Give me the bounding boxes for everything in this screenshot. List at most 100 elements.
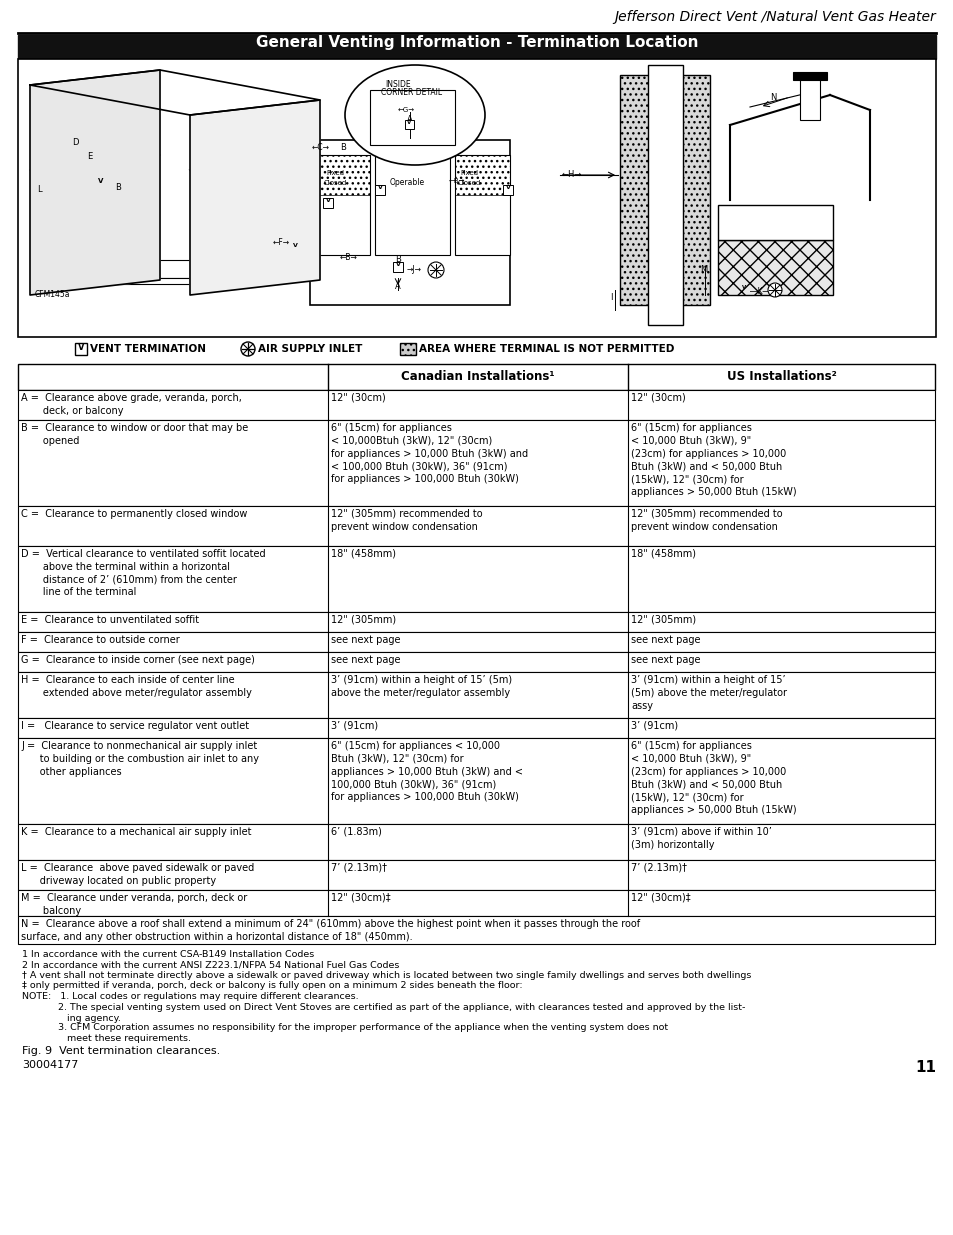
Bar [18,546,934,613]
Text: 18" (458mm): 18" (458mm) [331,550,395,559]
Text: 6" (15cm) for appliances < 10,000
Btuh (3kW), 12" (30cm) for
appliances > 10,000: 6" (15cm) for appliances < 10,000 Btuh (… [331,741,522,803]
Bar [18,59,935,337]
Text: 11: 11 [914,1060,935,1074]
Bar [375,156,450,254]
Text: Closed: Closed [324,180,347,186]
Text: D =  Vertical clearance to ventilated soffit located
       above the terminal w: D = Vertical clearance to ventilated sof… [21,550,265,598]
Text: E: E [87,152,92,161]
Text: see next page: see next page [630,635,700,645]
Bar [18,652,934,672]
Bar [290,243,299,253]
Bar [718,240,832,295]
Bar [18,364,934,390]
Text: V: V [377,185,382,190]
Bar [18,718,934,739]
Text: F =  Clearance to outside corner: F = Clearance to outside corner [21,635,179,645]
Text: N =  Clearance above a roof shall extend a minimum of 24" (610mm) above the high: N = Clearance above a roof shall extend … [21,919,639,942]
Text: V: V [395,262,400,267]
Text: I: I [609,293,612,303]
Text: L =  Clearance  above paved sidewalk or paved
      driveway located on public p: L = Clearance above paved sidewalk or pa… [21,863,254,885]
Text: B: B [115,183,121,191]
Text: 18" (458mm): 18" (458mm) [630,550,696,559]
Circle shape [767,283,781,296]
Text: N: N [769,93,776,103]
Text: Fixed: Fixed [459,170,477,177]
Bar [18,890,934,916]
Text: 12" (30cm)‡: 12" (30cm)‡ [331,893,390,903]
Text: J =  Clearance to nonmechanical air supply inlet
      to building or the combus: J = Clearance to nonmechanical air suppl… [21,741,258,777]
Text: C =  Clearance to permanently closed window: C = Clearance to permanently closed wind… [21,509,247,519]
Ellipse shape [345,65,484,165]
Bar [740,285,748,294]
Text: V: V [406,120,411,125]
Bar [95,178,107,190]
Text: 12" (30cm)‡: 12" (30cm)‡ [630,893,690,903]
Text: Operable: Operable [390,178,425,186]
Text: I =   Clearance to service regulator vent outlet: I = Clearance to service regulator vent … [21,721,249,731]
Text: 3’ (91cm): 3’ (91cm) [630,721,678,731]
Text: B: B [339,143,346,152]
Text: V: V [293,243,297,248]
Bar [323,198,333,207]
Bar [130,261,190,278]
Bar [502,185,513,195]
Text: see next page: see next page [331,635,400,645]
Bar [18,632,934,652]
Bar [18,824,934,860]
Text: 6" (15cm) for appliances
< 10,000Btuh (3kW), 12" (30cm)
for appliances > 10,000 : 6" (15cm) for appliances < 10,000Btuh (3… [331,424,528,484]
Text: ←C→: ←C→ [312,143,330,152]
Bar [18,672,934,718]
Text: 7’ (2.13m)†: 7’ (2.13m)† [630,863,686,873]
Text: E =  Clearance to unventilated soffit: E = Clearance to unventilated soffit [21,615,199,625]
Text: L: L [37,185,42,194]
Polygon shape [30,70,319,115]
Text: V: V [98,178,104,184]
Text: Canadian Installations¹: Canadian Installations¹ [401,370,554,384]
Bar [399,343,416,354]
Text: 6’ (1.83m): 6’ (1.83m) [331,827,381,837]
Text: 12" (305mm) recommended to
prevent window condensation: 12" (305mm) recommended to prevent windo… [630,509,781,532]
Bar [800,75,820,120]
Text: 7’ (2.13m)†: 7’ (2.13m)† [331,863,387,873]
Text: 3’ (91cm) above if within 10’
(3m) horizontally: 3’ (91cm) above if within 10’ (3m) horiz… [630,827,771,850]
Bar [314,156,370,195]
Text: ‡ only permitted if veranda, porch, deck or balcony is fully open on a minimum 2: ‡ only permitted if veranda, porch, deck… [22,982,522,990]
Text: A =  Clearance above grade, veranda, porch,
       deck, or balcony: A = Clearance above grade, veranda, porc… [21,393,242,416]
Bar [375,185,385,195]
Bar [405,120,414,128]
Bar [18,390,934,420]
Text: 12" (30cm): 12" (30cm) [630,393,685,403]
Text: V: V [77,343,84,352]
Text: 12" (305mm) recommended to
prevent window condensation: 12" (305mm) recommended to prevent windo… [331,509,482,532]
Text: ―K―: ―K― [749,287,769,296]
Text: see next page: see next page [630,655,700,664]
Text: 12" (305mm): 12" (305mm) [630,615,696,625]
Bar [619,75,709,305]
Text: 3. CFM Corporation assumes no responsibility for the improper performance of the: 3. CFM Corporation assumes no responsibi… [22,1023,667,1042]
Bar [18,860,934,890]
Bar [18,420,934,506]
Text: CORNER DETAIL: CORNER DETAIL [380,88,441,98]
Text: 12" (305mm): 12" (305mm) [331,615,395,625]
Text: B: B [395,254,400,264]
Text: A: A [395,282,400,291]
Text: ←B→: ←B→ [339,253,357,262]
Bar [220,180,280,235]
Text: K =  Clearance to a mechanical air supply inlet: K = Clearance to a mechanical air supply… [21,827,252,837]
Bar [647,65,682,325]
Text: NOTE:   1. Local codes or regulations may require different clearances.: NOTE: 1. Local codes or regulations may … [22,992,358,1002]
Text: General Venting Information - Termination Location: General Venting Information - Terminatio… [255,35,698,49]
Text: M: M [700,266,706,274]
Text: AIR SUPPLY INLET: AIR SUPPLY INLET [257,345,362,354]
Circle shape [428,262,443,278]
Text: 6" (15cm) for appliances
< 10,000 Btuh (3kW), 9"
(23cm) for appliances > 10,000
: 6" (15cm) for appliances < 10,000 Btuh (… [630,741,796,815]
Text: 12" (30cm): 12" (30cm) [331,393,385,403]
Text: M =  Clearance under veranda, porch, deck or
       balcony: M = Clearance under veranda, porch, deck… [21,893,247,916]
Polygon shape [30,70,160,295]
Bar [370,90,455,144]
Text: ←B→: ←B→ [449,178,465,184]
Bar [455,156,510,254]
Bar [18,739,934,824]
Text: Jefferson Direct Vent /Natural Vent Gas Heater: Jefferson Direct Vent /Natural Vent Gas … [614,10,935,23]
Text: D: D [71,138,78,147]
